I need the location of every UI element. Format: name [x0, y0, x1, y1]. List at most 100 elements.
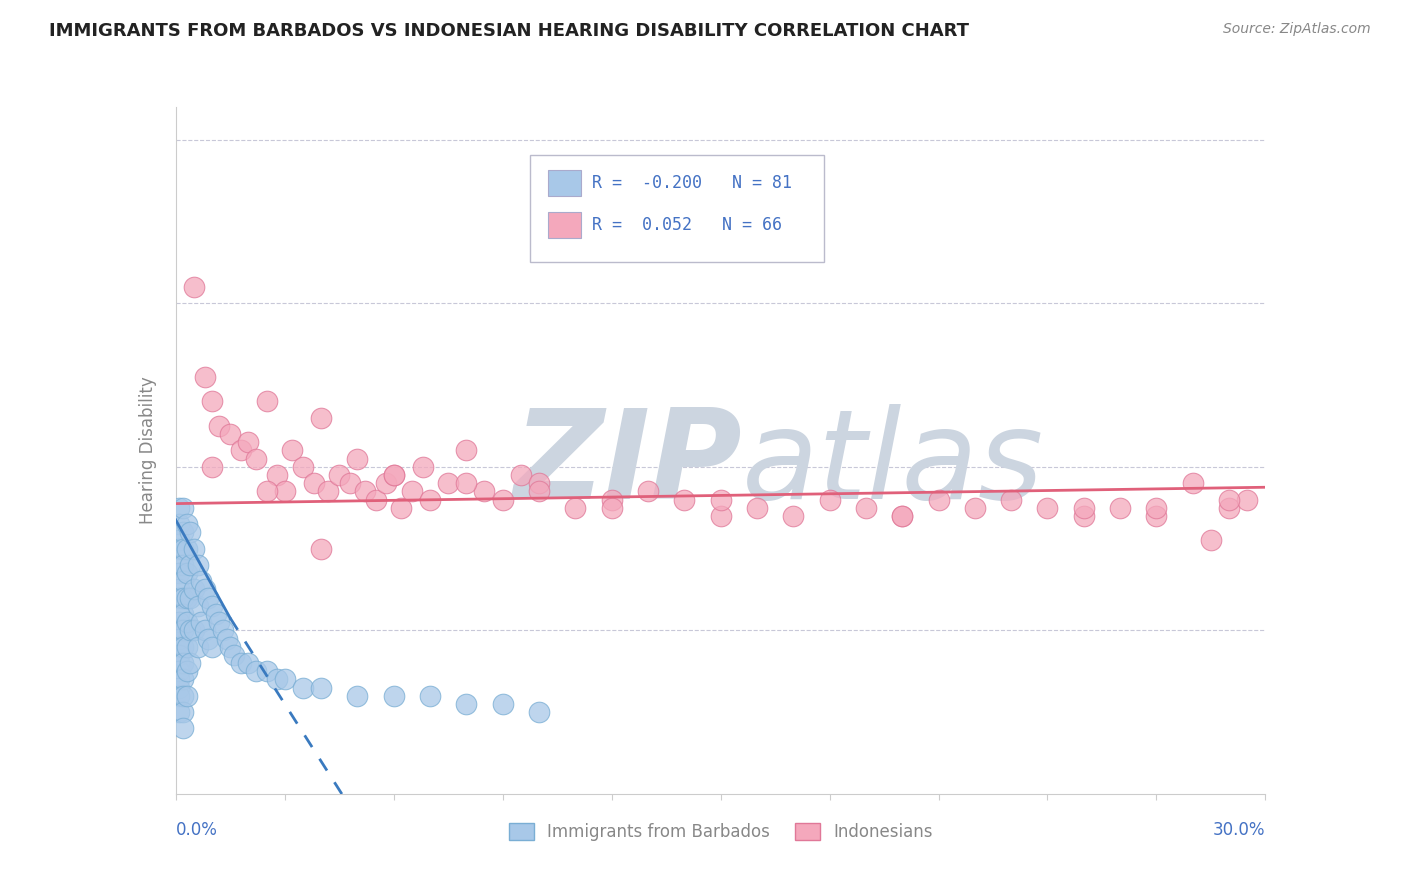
- Point: [412, 459, 434, 474]
- Point: [169, 533, 191, 548]
- Point: [745, 500, 768, 515]
- Point: [364, 492, 387, 507]
- Point: [309, 681, 332, 695]
- Y-axis label: Hearing Disability: Hearing Disability: [139, 376, 157, 524]
- Point: [274, 673, 297, 687]
- Point: [169, 624, 191, 638]
- Point: [1036, 500, 1059, 515]
- Point: [419, 689, 441, 703]
- Point: [1218, 500, 1240, 515]
- Point: [169, 689, 191, 703]
- Point: [169, 648, 191, 662]
- Point: [186, 599, 209, 613]
- Point: [346, 451, 368, 466]
- Point: [179, 624, 201, 638]
- Point: [492, 492, 515, 507]
- Point: [245, 451, 267, 466]
- Point: [1218, 492, 1240, 507]
- Text: R =  0.052   N = 66: R = 0.052 N = 66: [592, 216, 782, 235]
- Point: [194, 582, 217, 597]
- Point: [1000, 492, 1022, 507]
- Point: [190, 615, 212, 630]
- Point: [419, 492, 441, 507]
- Point: [492, 697, 515, 711]
- Point: [266, 467, 288, 482]
- Point: [201, 599, 224, 613]
- Point: [197, 632, 219, 646]
- Point: [172, 722, 194, 736]
- Point: [183, 280, 205, 294]
- Point: [1236, 492, 1258, 507]
- Point: [309, 541, 332, 556]
- Point: [281, 443, 304, 458]
- Point: [382, 467, 405, 482]
- Point: [169, 541, 191, 556]
- FancyBboxPatch shape: [548, 169, 581, 195]
- Point: [172, 591, 194, 605]
- Point: [194, 370, 217, 384]
- Point: [172, 574, 194, 589]
- Point: [169, 673, 191, 687]
- Point: [172, 673, 194, 687]
- Point: [169, 517, 191, 532]
- FancyBboxPatch shape: [548, 212, 581, 238]
- Point: [222, 648, 245, 662]
- Point: [172, 705, 194, 719]
- Point: [527, 705, 550, 719]
- Point: [176, 615, 198, 630]
- Point: [474, 484, 496, 499]
- Point: [928, 492, 950, 507]
- Point: [382, 689, 405, 703]
- Point: [256, 394, 278, 409]
- Point: [389, 500, 412, 515]
- Point: [238, 435, 260, 450]
- Point: [818, 492, 841, 507]
- Point: [176, 664, 198, 679]
- Point: [1109, 500, 1132, 515]
- Point: [437, 476, 460, 491]
- Point: [169, 632, 191, 646]
- Point: [190, 574, 212, 589]
- Point: [382, 467, 405, 482]
- Point: [527, 476, 550, 491]
- Point: [179, 656, 201, 670]
- FancyBboxPatch shape: [530, 155, 824, 261]
- Point: [176, 591, 198, 605]
- Text: Source: ZipAtlas.com: Source: ZipAtlas.com: [1223, 22, 1371, 37]
- Point: [710, 492, 733, 507]
- Point: [527, 484, 550, 499]
- Point: [169, 500, 191, 515]
- Point: [179, 558, 201, 572]
- Point: [710, 508, 733, 523]
- Point: [456, 697, 478, 711]
- Point: [274, 484, 297, 499]
- Point: [172, 500, 194, 515]
- Point: [169, 607, 191, 621]
- Point: [673, 492, 696, 507]
- Point: [179, 591, 201, 605]
- Point: [169, 615, 191, 630]
- Point: [212, 624, 235, 638]
- Point: [179, 525, 201, 540]
- Point: [186, 558, 209, 572]
- Point: [176, 517, 198, 532]
- Legend: Immigrants from Barbados, Indonesians: Immigrants from Barbados, Indonesians: [502, 816, 939, 847]
- Point: [215, 632, 238, 646]
- Text: R =  -0.200   N = 81: R = -0.200 N = 81: [592, 174, 792, 192]
- Point: [256, 484, 278, 499]
- Point: [176, 640, 198, 654]
- Point: [782, 508, 804, 523]
- Point: [169, 681, 191, 695]
- Point: [564, 500, 586, 515]
- Point: [183, 541, 205, 556]
- Point: [231, 656, 253, 670]
- Point: [1073, 500, 1095, 515]
- Text: IMMIGRANTS FROM BARBADOS VS INDONESIAN HEARING DISABILITY CORRELATION CHART: IMMIGRANTS FROM BARBADOS VS INDONESIAN H…: [49, 22, 969, 40]
- Point: [201, 459, 224, 474]
- Point: [169, 591, 191, 605]
- Point: [176, 541, 198, 556]
- Point: [172, 525, 194, 540]
- Point: [169, 664, 191, 679]
- Point: [172, 640, 194, 654]
- Point: [183, 582, 205, 597]
